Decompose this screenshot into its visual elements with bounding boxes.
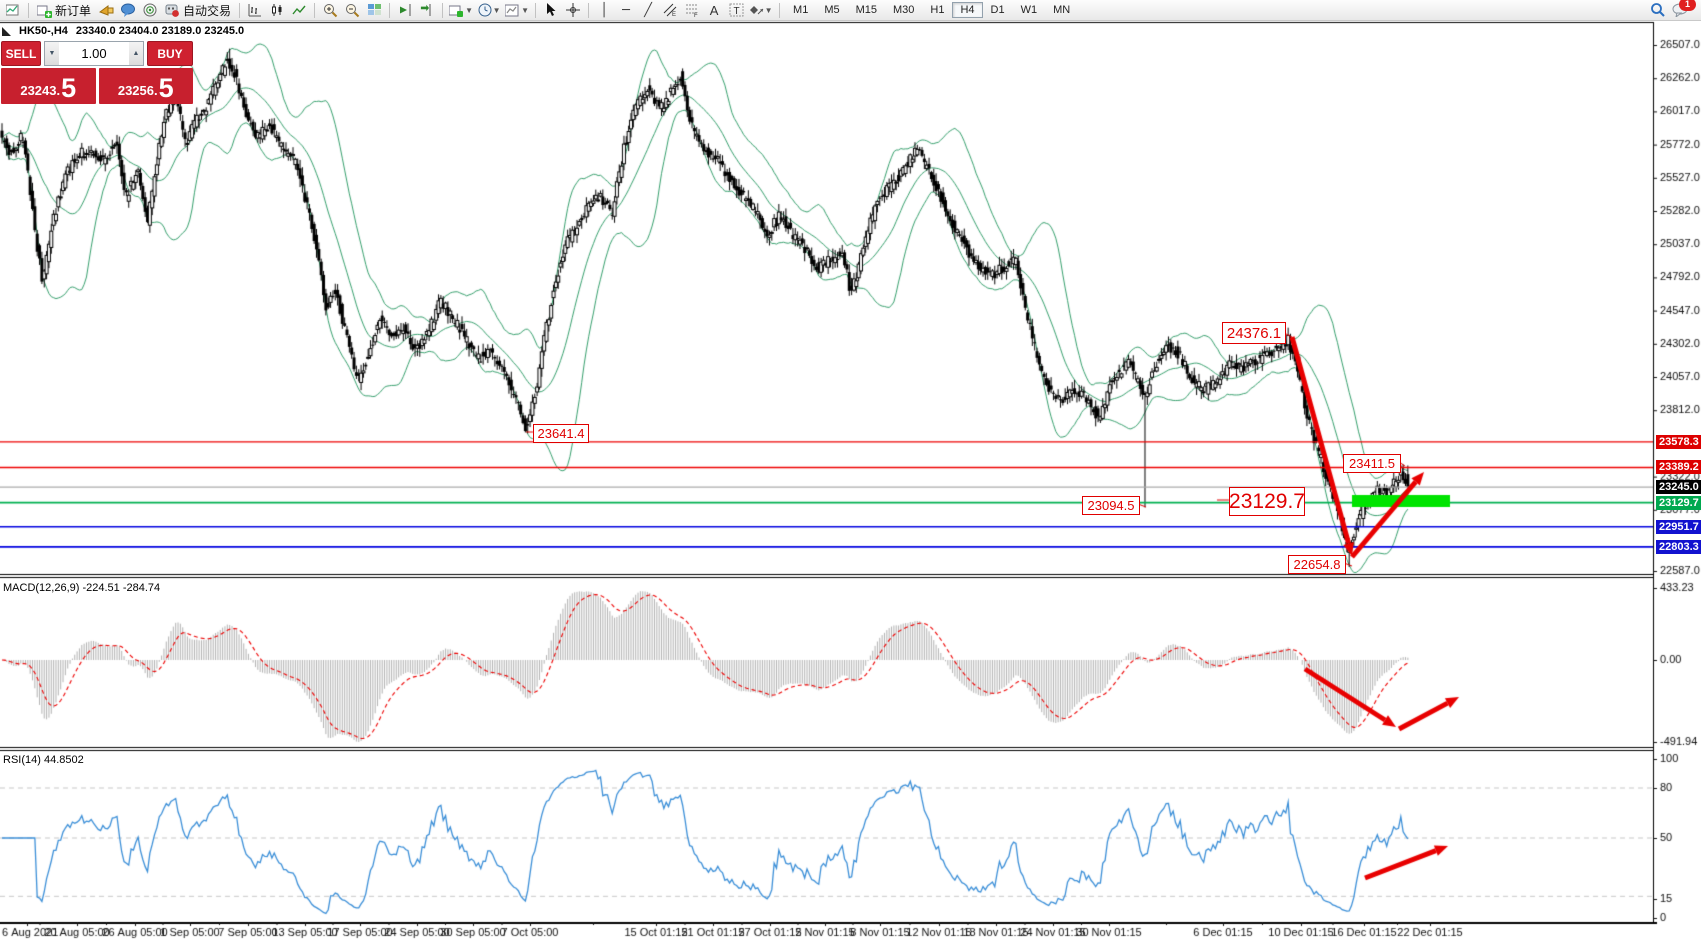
autotrading-button[interactable]: 自动交易 bbox=[162, 2, 234, 19]
buy-button[interactable]: BUY bbox=[147, 41, 193, 66]
price-axis-badge: 22951.7 bbox=[1656, 519, 1701, 534]
svg-text:F: F bbox=[694, 13, 698, 17]
timeframe-button-m1[interactable]: M1 bbox=[785, 2, 816, 18]
arrows-tool-dropdown[interactable]: ▼ bbox=[748, 2, 774, 19]
candlestick-mode-icon[interactable] bbox=[267, 2, 287, 19]
price-level-annotation[interactable]: 23129.7 bbox=[1229, 487, 1305, 516]
divider bbox=[535, 2, 537, 18]
divider bbox=[389, 2, 391, 18]
profiles-dropdown[interactable]: ▼ bbox=[476, 2, 502, 19]
autotrading-icon bbox=[165, 4, 179, 17]
price-level-annotation[interactable]: 24376.1 bbox=[1222, 322, 1286, 344]
toolbar: 新订单 自动交易 ▼ ▼ ▼ │ ─ ╱ E F A T ▼ bbox=[0, 0, 1701, 21]
notifications-icon[interactable]: 1 bbox=[1670, 0, 1696, 19]
timeframe-button-m15[interactable]: M15 bbox=[848, 2, 885, 18]
line-chart-mode-icon[interactable] bbox=[289, 2, 309, 19]
templates-dropdown[interactable]: ▼ bbox=[504, 2, 530, 19]
search-icon[interactable] bbox=[1648, 2, 1668, 19]
collapse-arrow-icon[interactable] bbox=[2, 26, 11, 36]
chart-ohlc-values: 23340.0 23404.0 23189.0 23245.0 bbox=[75, 25, 245, 37]
chart-title: HK50-,H4 23340.0 23404.0 23189.0 23245.0 bbox=[2, 25, 244, 37]
divider bbox=[779, 2, 781, 18]
horizontal-line-icon[interactable]: ─ bbox=[622, 2, 630, 18]
divider bbox=[588, 2, 590, 18]
sell-button[interactable]: SELL bbox=[1, 41, 41, 66]
timeframe-button-mn[interactable]: MN bbox=[1045, 2, 1078, 18]
channel-icon[interactable]: E bbox=[660, 2, 680, 19]
divider bbox=[28, 2, 29, 18]
timeframe-button-m5[interactable]: M5 bbox=[816, 2, 847, 18]
price-level-annotation[interactable]: 23094.5 bbox=[1082, 496, 1140, 515]
bar-chart-mode-icon[interactable] bbox=[245, 2, 265, 19]
volume-increase-button[interactable]: ▲ bbox=[129, 42, 143, 65]
sell-price-pip: 5 bbox=[61, 73, 77, 103]
autotrading-label: 自动交易 bbox=[183, 3, 232, 18]
auto-scroll-icon[interactable] bbox=[395, 2, 415, 19]
news-icon[interactable] bbox=[96, 2, 116, 19]
volume-stepper: ▼ ▲ bbox=[44, 41, 144, 66]
price-axis-badge: 23129.7 bbox=[1656, 495, 1701, 510]
zoom-in-icon[interactable] bbox=[320, 2, 340, 19]
divider bbox=[239, 2, 241, 18]
price-axis-badge: 23389.2 bbox=[1656, 460, 1701, 475]
label-tool-icon[interactable]: T bbox=[726, 2, 746, 19]
text-tool-icon[interactable]: A bbox=[709, 2, 719, 18]
svg-text:E: E bbox=[672, 12, 676, 17]
community-chat-icon[interactable] bbox=[118, 2, 138, 19]
chart-window-icon[interactable] bbox=[3, 2, 23, 19]
cursor-icon[interactable] bbox=[541, 2, 561, 19]
divider bbox=[314, 2, 316, 18]
sell-price-main: 23243. bbox=[20, 83, 61, 98]
tile-windows-icon[interactable] bbox=[364, 2, 384, 19]
divider bbox=[442, 2, 444, 18]
timeframe-toolbar: M1 M5 M15 M30 H1 H4 D1 W1 MN bbox=[785, 2, 1078, 18]
buy-price[interactable]: 23256. 5 bbox=[98, 68, 193, 104]
new-order-icon bbox=[37, 5, 52, 18]
timeframe-button-m30[interactable]: M30 bbox=[885, 2, 922, 18]
vertical-line-icon[interactable]: │ bbox=[600, 2, 608, 18]
price-axis-badge: 23245.0 bbox=[1656, 480, 1701, 495]
price-level-annotation[interactable]: 23641.4 bbox=[533, 424, 589, 443]
timeframe-button-d1[interactable]: D1 bbox=[983, 2, 1013, 18]
new-chart-dropdown[interactable]: ▼ bbox=[448, 2, 474, 19]
fibonacci-icon[interactable]: F bbox=[682, 2, 702, 19]
volume-decrease-button[interactable]: ▼ bbox=[45, 42, 59, 65]
price-axis-badge: 23578.3 bbox=[1656, 434, 1701, 449]
new-order-button[interactable]: 新订单 bbox=[34, 2, 94, 19]
market-watch-icon[interactable] bbox=[140, 2, 160, 19]
timeframe-button-w1[interactable]: W1 bbox=[1013, 2, 1046, 18]
trendline-icon[interactable]: ╱ bbox=[644, 2, 652, 18]
price-axis-badge: 22803.3 bbox=[1656, 539, 1701, 554]
rsi-indicator-label: RSI(14) 44.8502 bbox=[3, 754, 84, 766]
chart-symbol-period: HK50-,H4 bbox=[19, 25, 68, 37]
price-level-annotation[interactable]: 23411.5 bbox=[1343, 454, 1401, 473]
zoom-out-icon[interactable] bbox=[342, 2, 362, 19]
notification-badge: 1 bbox=[1679, 0, 1696, 11]
buy-price-main: 23256. bbox=[117, 83, 158, 98]
one-click-trading-panel: SELL ▼ ▲ BUY 23243. 5 23256. 5 bbox=[1, 41, 193, 104]
new-order-label: 新订单 bbox=[55, 3, 92, 18]
crosshair-icon[interactable] bbox=[563, 2, 583, 19]
sell-price[interactable]: 23243. 5 bbox=[1, 68, 96, 104]
price-level-annotation[interactable]: 22654.8 bbox=[1288, 555, 1346, 574]
macd-indicator-label: MACD(12,26,9) -224.51 -284.74 bbox=[3, 582, 161, 594]
buy-price-pip: 5 bbox=[158, 73, 174, 103]
timeframe-button-h4[interactable]: H4 bbox=[952, 2, 983, 18]
svg-text:T: T bbox=[733, 6, 739, 17]
timeframe-button-h1[interactable]: H1 bbox=[922, 2, 952, 18]
volume-input[interactable] bbox=[59, 42, 129, 65]
chart-shift-icon[interactable] bbox=[417, 2, 437, 19]
